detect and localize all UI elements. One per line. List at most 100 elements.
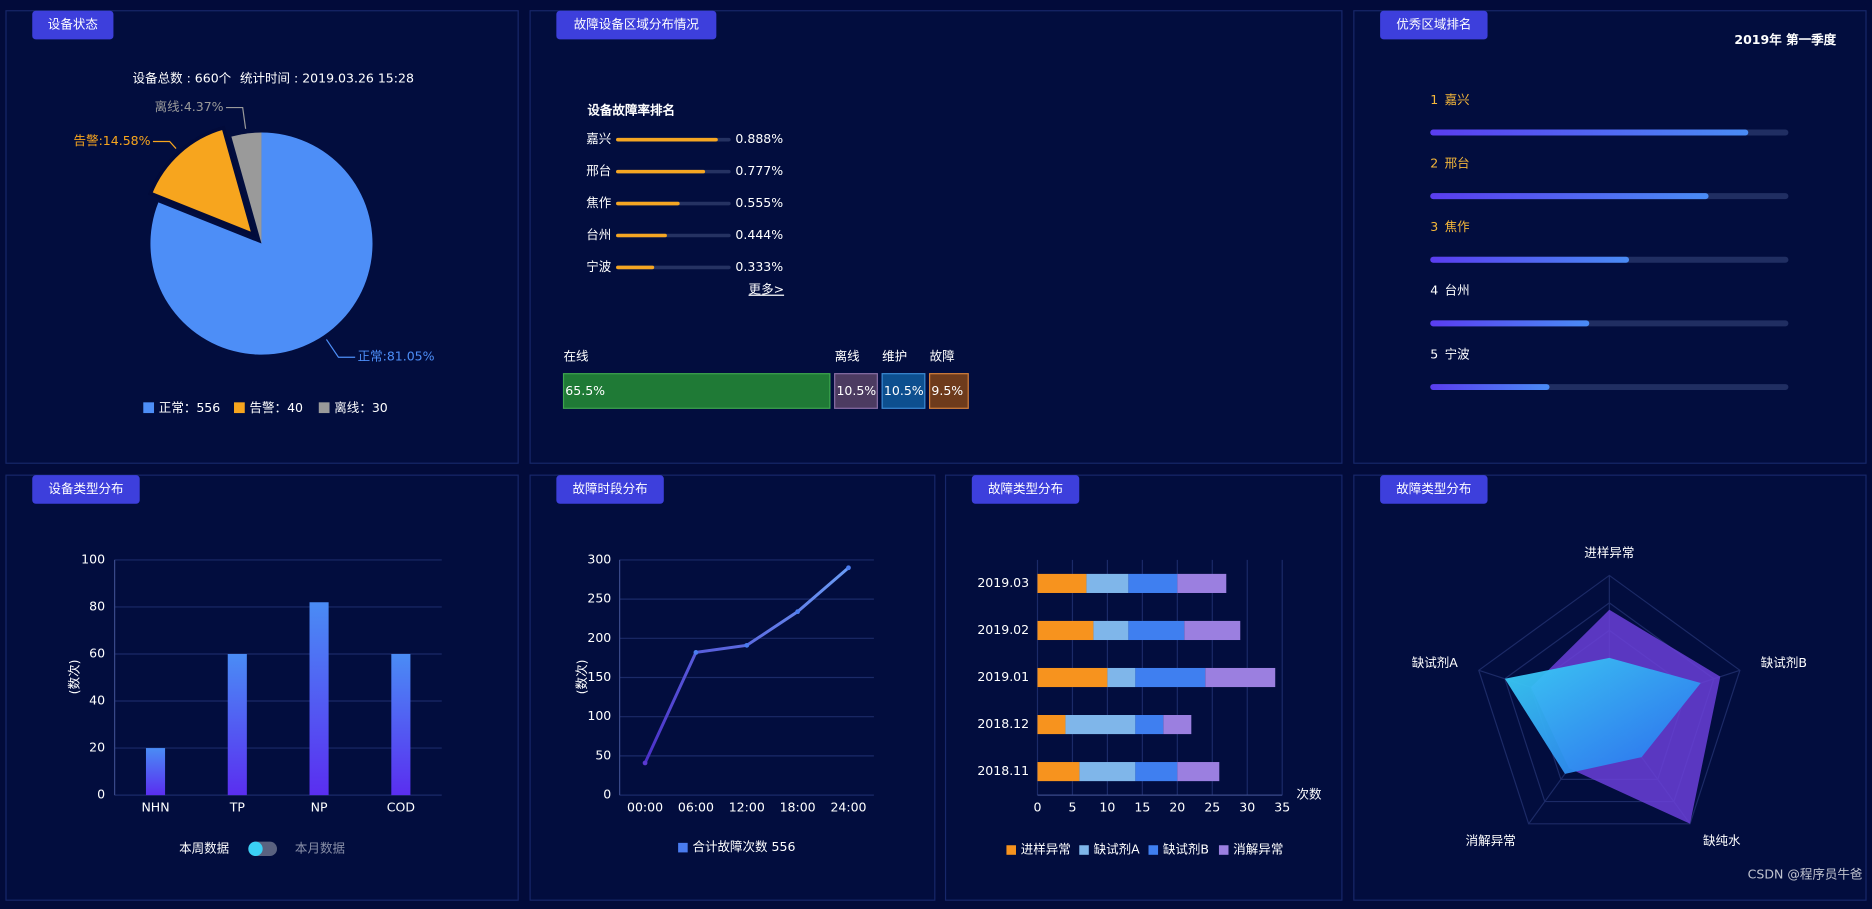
y-tick-label: 0 [97,787,105,802]
x-tick-label: 00:00 [627,800,663,815]
panel [5,474,519,901]
x-tick-label: 20 [1169,800,1185,815]
radar-ring [1478,574,1741,825]
rank-name: 台州 [1445,283,1470,298]
rate-label: 0.333% [735,259,783,274]
rank-name: 嘉兴 [1445,92,1470,107]
rate-label: 0.555% [735,195,783,210]
bar-segment [1086,573,1129,593]
panel-title: 故障类型分布 [988,481,1063,496]
radar-indicator: 消解异常 [1466,833,1516,848]
y-tick-label: 100 [587,708,611,723]
legend-label: 进样异常 [1021,842,1071,857]
rate-label: 0.888% [735,131,783,146]
legend-swatch [318,402,330,414]
panel-title: 优秀区域排名 [1396,17,1471,32]
region-label: 宁波 [586,259,612,274]
rank-name: 邢台 [1445,155,1470,170]
region-label: 焦作 [586,195,612,210]
panel-tab [1380,475,1488,504]
y-tick-label: 80 [89,598,105,613]
legend-label: 正常：556 [159,400,220,415]
rank-bar [1430,384,1550,391]
region-label: 邢台 [586,163,611,178]
bar-segment [1093,620,1129,641]
pie-slice [150,132,373,355]
x-tick-label: 12:00 [729,800,765,815]
pie-label: 告警:14.58% [74,133,151,148]
rate-label: 0.444% [735,227,783,242]
rank-bar [1430,129,1749,136]
x-tick-label: NP [311,800,328,815]
bar-segment [1177,573,1227,593]
bar-segment [1135,667,1206,688]
x-tick-label: 25 [1204,800,1220,815]
y-tick-label: 50 [595,747,611,762]
y-tick-label: 2018.12 [977,716,1029,731]
point [846,565,851,571]
panel-tab [971,475,1080,504]
watermark: CSDN @程序员牛爸 [1748,867,1863,882]
legend-label: 本周数据 [179,840,229,855]
pie-label: 离线:4.37% [155,99,224,114]
y-tick-label: 40 [89,693,105,708]
segment [834,373,878,409]
segment-label: 10.5% [836,383,876,398]
bar-segment [1128,573,1178,593]
rank-number: 5 [1430,346,1438,361]
pie-slice [148,125,257,238]
panel [529,474,936,901]
bar-segment [1135,714,1164,735]
panel-title: 设备类型分布 [48,481,123,496]
legend-label: 缺试剂B [1163,842,1209,857]
x-tick-label: 06:00 [678,800,714,815]
panel-title: 故障设备区域分布情况 [574,17,700,32]
segment-header: 维护 [882,348,907,363]
segment [929,373,969,409]
bar-segment [1037,667,1108,688]
panel-tab [32,10,114,40]
bar-segment [1163,714,1192,735]
region-label: 嘉兴 [586,131,611,146]
segment [881,373,926,409]
legend-label: 缺试剂A [1094,842,1141,857]
panel-tab [32,475,140,504]
x-tick-label: 10 [1099,800,1115,815]
point [744,642,750,648]
legend-swatch [678,842,688,853]
rank-name: 焦作 [1445,219,1471,234]
bar [309,602,329,796]
ranking-title: 设备故障率排名 [587,103,675,118]
y-tick-label: 2019.03 [977,575,1029,590]
x-tick-label: 15 [1134,800,1150,815]
point [642,760,648,766]
point [795,609,801,615]
point [693,650,699,655]
rank-number: 1 [1430,92,1438,107]
rate-bar [616,201,680,206]
y-tick-label: 250 [587,591,611,606]
device-total: 设备总数 : 660个 [133,70,232,85]
x-tick-label: 0 [1033,800,1041,815]
rank-number: 3 [1430,219,1438,234]
x-tick-label: 18:00 [780,800,816,815]
segment-label: 9.5% [931,383,963,398]
stat-time: 统计时间 : 2019.03.26 15:28 [240,70,414,85]
y-tick-label: 150 [587,669,611,684]
region-label: 台州 [586,227,611,242]
panel-title: 故障类型分布 [1396,481,1471,496]
bar-segment [1037,714,1066,735]
y-tick-label: 200 [587,630,611,645]
leader-line [225,106,247,129]
bar-segment [1107,667,1136,688]
y-axis-label: (数次) [574,660,589,695]
legend-swatch [234,402,245,414]
panel [944,474,1343,901]
legend-swatch [1218,845,1229,855]
more-link[interactable]: 更多> [749,282,785,297]
segment-header: 离线 [835,348,861,363]
y-tick-label: 20 [89,740,105,755]
bar [391,653,411,796]
bar-segment [1037,762,1080,782]
radar-indicator: 缺试剂B [1761,655,1807,670]
